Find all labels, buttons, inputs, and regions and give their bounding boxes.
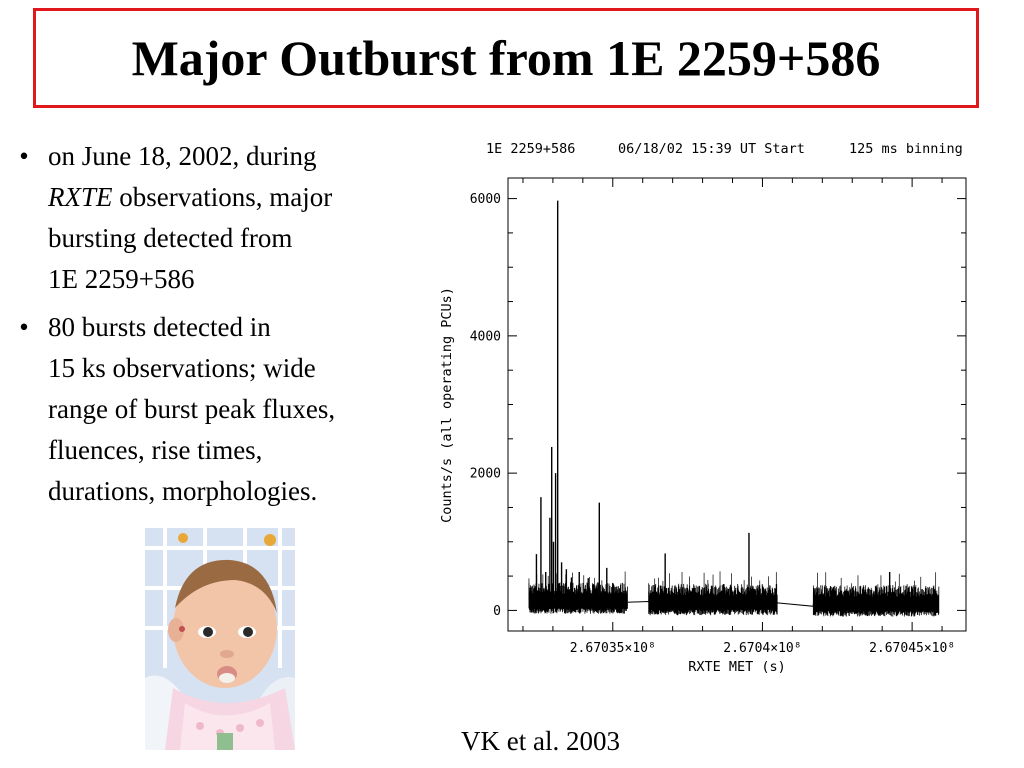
baseline-segment — [812, 585, 940, 617]
chart-svg: 1E 2259+586 06/18/02 15:39 UT Start 125 … — [439, 141, 967, 675]
x-tick-label: 2.67045×10⁸ — [869, 641, 955, 656]
chart-header-start: 06/18/02 15:39 UT Start — [618, 141, 805, 157]
bullet-line: bursting detected from — [48, 223, 293, 253]
bullet-symbol: • — [19, 141, 29, 171]
chart-frame — [507, 177, 967, 632]
bullet-line: RXTE observations, major — [48, 182, 333, 212]
chart-tick-labels: 0 2000 4000 6000 2.67035×10⁸ 2.6704×10⁸ 2.6704… — [470, 192, 955, 656]
chart-header-binning: 125 ms binning — [849, 141, 963, 157]
bullet-line: range of burst peak fluxes, — [48, 394, 336, 424]
title-box: Major Outburst from 1E 2259+586 — [33, 8, 979, 108]
x-tick-label: 2.67035×10⁸ — [570, 641, 656, 656]
bullet-list: • on June 18, 2002, during RXTE observat… — [14, 136, 424, 519]
baseline-spikes — [812, 572, 937, 603]
bullet-line: fluences, rise times, — [48, 435, 263, 465]
bullet-symbol: • — [19, 312, 29, 342]
y-tick-label: 4000 — [470, 329, 501, 344]
bullet-line: on June 18, 2002, during — [48, 141, 317, 171]
bullet-item: • 80 bursts detected in 15 ks observatio… — [14, 307, 424, 512]
x-tick-label: 2.6704×10⁸ — [723, 641, 801, 656]
bullet-line: 15 ks observations; wide — [48, 353, 316, 383]
y-tick-label: 0 — [493, 604, 501, 619]
chart-ylabel: Counts/s (all operating PCUs) — [439, 287, 455, 523]
slide-title: Major Outburst from 1E 2259+586 — [131, 30, 881, 86]
bullet-item: • on June 18, 2002, during RXTE observat… — [14, 136, 424, 300]
bullet-line: 1E 2259+586 — [48, 264, 195, 294]
y-tick-label: 6000 — [470, 192, 501, 207]
chart-xlabel: RXTE MET (s) — [688, 659, 786, 675]
chart-ticks — [508, 178, 966, 631]
y-tick-label: 2000 — [470, 467, 501, 482]
citation: VK et al. 2003 — [461, 726, 620, 756]
chart-header-source: 1E 2259+586 — [486, 141, 575, 157]
bullet-line: 80 bursts detected in — [48, 312, 271, 342]
light-curve-chart: 1E 2259+586 06/18/02 15:39 UT Start 125 … — [432, 134, 992, 684]
baby-photo — [145, 528, 295, 750]
bullet-line: durations, morphologies. — [48, 476, 318, 506]
chart-data-layer — [528, 200, 940, 617]
